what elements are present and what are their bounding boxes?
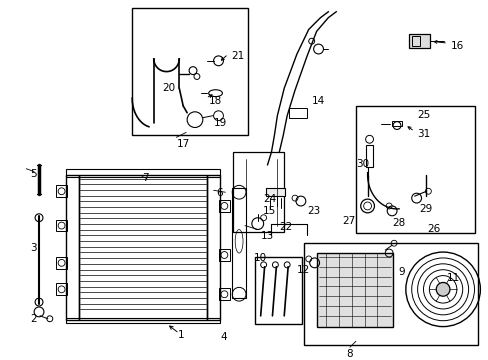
Bar bbox=[56, 185, 67, 197]
Bar bbox=[288, 108, 306, 118]
Text: 15: 15 bbox=[262, 206, 275, 216]
Bar bbox=[65, 318, 220, 323]
Text: 8: 8 bbox=[346, 349, 352, 359]
Text: 22: 22 bbox=[279, 222, 292, 231]
Text: 1: 1 bbox=[177, 329, 183, 339]
Circle shape bbox=[435, 283, 449, 296]
Bar bbox=[411, 36, 419, 46]
Text: 19: 19 bbox=[213, 118, 226, 128]
Bar bbox=[218, 200, 230, 212]
Bar bbox=[65, 175, 79, 320]
Bar bbox=[79, 175, 206, 320]
Text: 11: 11 bbox=[446, 273, 459, 283]
Bar bbox=[56, 283, 67, 295]
Text: 20: 20 bbox=[163, 84, 175, 93]
Text: 26: 26 bbox=[427, 224, 440, 234]
Bar bbox=[265, 188, 285, 196]
Bar bbox=[303, 243, 477, 345]
Text: 5: 5 bbox=[30, 169, 37, 179]
Text: 17: 17 bbox=[176, 139, 189, 149]
Bar bbox=[218, 249, 230, 261]
Text: 21: 21 bbox=[231, 51, 244, 61]
Bar bbox=[218, 288, 230, 300]
Text: 2: 2 bbox=[30, 314, 37, 324]
Bar bbox=[391, 121, 401, 126]
Text: 14: 14 bbox=[311, 96, 324, 106]
Text: 28: 28 bbox=[391, 218, 405, 228]
Text: 27: 27 bbox=[342, 216, 355, 226]
Text: 25: 25 bbox=[417, 110, 430, 120]
Bar bbox=[56, 257, 67, 269]
Bar bbox=[355, 106, 474, 233]
Text: 9: 9 bbox=[397, 267, 404, 277]
Bar bbox=[365, 145, 373, 167]
Text: 31: 31 bbox=[417, 130, 430, 139]
Text: 13: 13 bbox=[260, 231, 273, 242]
Bar bbox=[232, 188, 245, 298]
Text: 18: 18 bbox=[208, 96, 222, 106]
Bar bbox=[408, 34, 429, 48]
Bar bbox=[254, 257, 301, 324]
Text: 30: 30 bbox=[355, 159, 368, 169]
Text: 29: 29 bbox=[419, 204, 432, 214]
Text: 12: 12 bbox=[296, 265, 309, 275]
Text: 23: 23 bbox=[306, 206, 319, 216]
Bar bbox=[206, 175, 220, 320]
Text: 6: 6 bbox=[216, 188, 223, 198]
Text: 4: 4 bbox=[220, 332, 226, 342]
Bar bbox=[56, 220, 67, 231]
Text: 7: 7 bbox=[142, 172, 148, 183]
Bar bbox=[132, 8, 247, 135]
Text: 16: 16 bbox=[450, 41, 463, 51]
Text: 24: 24 bbox=[263, 194, 276, 204]
Text: 3: 3 bbox=[30, 243, 37, 253]
Bar bbox=[233, 152, 284, 233]
Text: 10: 10 bbox=[253, 253, 266, 263]
Bar bbox=[316, 253, 392, 327]
Bar bbox=[65, 169, 220, 176]
